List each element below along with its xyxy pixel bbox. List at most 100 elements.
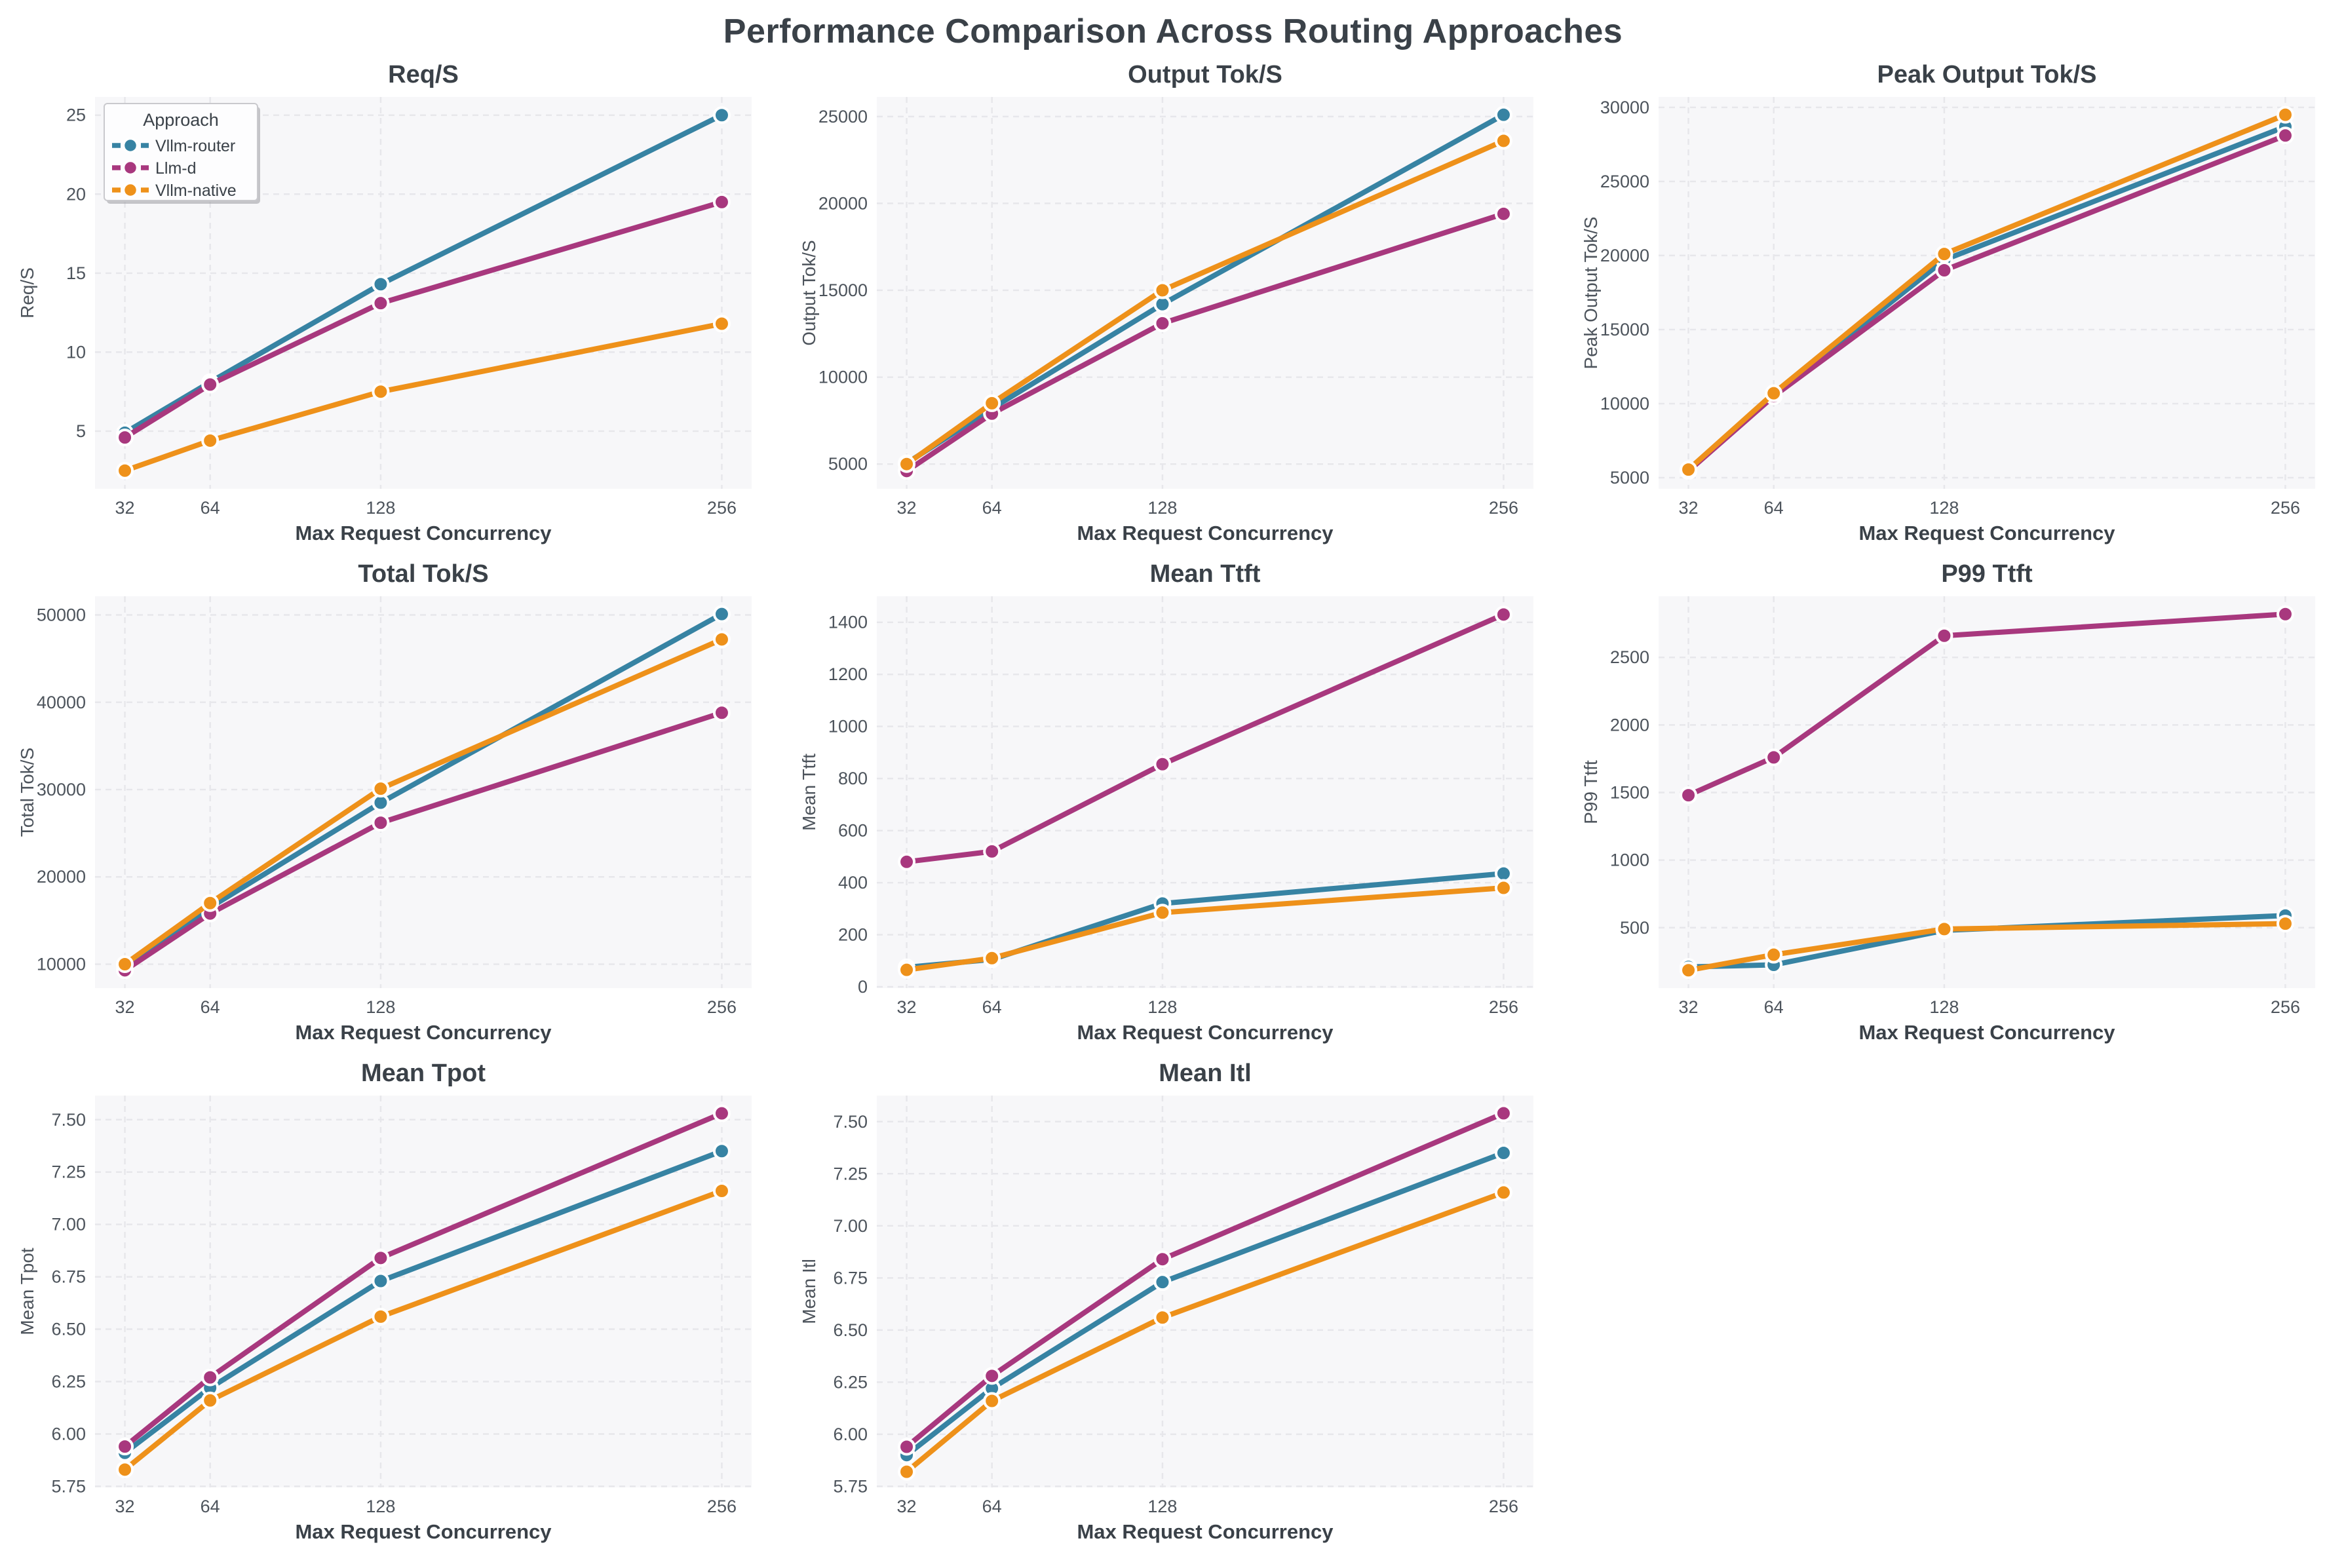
x-tick-label: 32: [115, 1497, 135, 1516]
subplot-svg: 32 64 128 256 500 1000 1500 2000 2500 P99 Ttft Max…: [1581, 560, 2315, 1044]
y-axis-label: Total Tok/S: [17, 748, 37, 837]
series-marker-llm-d: [1494, 204, 1512, 223]
series-marker-llm-d: [712, 704, 731, 722]
series-marker-llm-d: [1935, 626, 1953, 645]
x-tick-label: 256: [707, 1497, 737, 1516]
series-marker-llm-d: [898, 852, 916, 871]
subplot-title: Output Tok/S: [1128, 61, 1282, 88]
series-marker-llm-d: [1153, 314, 1172, 332]
series-line-vllm-native: [904, 885, 1507, 973]
series-marker-llm-d: [1935, 261, 1953, 280]
y-tick-label: 5.75: [833, 1476, 868, 1496]
y-tick-label: 20000: [37, 867, 86, 887]
series-marker-llm-d: [983, 1367, 1001, 1385]
series-line-vllm-router: [122, 112, 725, 436]
series-marker-vllm-router: [1494, 105, 1512, 124]
series-marker-vllm-native: [983, 949, 1001, 967]
chart-peak-output-tok-s: 32 64 128 256 5000 10000 15000 20000 25000 30000 P…: [1564, 55, 2346, 554]
series-marker-vllm-native: [201, 1391, 220, 1409]
subplot-title: Req/S: [388, 61, 459, 88]
series-line-vllm-native: [122, 321, 725, 474]
y-tick-label: 40000: [37, 693, 86, 712]
x-tick-label: 64: [201, 1497, 220, 1516]
series-marker-vllm-native: [712, 1182, 731, 1200]
x-tick-label: 256: [707, 997, 737, 1017]
x-tick-label: 128: [366, 498, 395, 518]
x-tick-label: 128: [1147, 498, 1177, 518]
y-tick-label: 10000: [37, 954, 86, 974]
y-tick-label: 2000: [1610, 715, 1649, 735]
chart-output-tok-s: 32 64 128 256 5000 10000 15000 20000 25000 Output…: [782, 55, 1564, 554]
series-marker-llm-d: [116, 1438, 134, 1456]
legend-box: [104, 103, 258, 201]
y-axis-label: P99 Ttft: [1581, 760, 1601, 824]
series-marker-llm-d: [712, 1104, 731, 1122]
legend-marker-llm-d: [122, 159, 139, 176]
series-line-vllm-router: [122, 1148, 725, 1456]
y-tick-label: 600: [838, 821, 868, 841]
series-marker-vllm-native: [2276, 105, 2294, 124]
y-tick-label: 6.50: [51, 1320, 86, 1339]
series-marker-vllm-native: [372, 1307, 390, 1326]
y-tick-label: 20000: [1600, 246, 1649, 265]
series-marker-llm-d: [1765, 748, 1783, 767]
x-tick-label: 128: [1147, 997, 1177, 1017]
chart-mean-itl: 32 64 128 256 5.75 6.00 6.25 6.50 6.75 7.00 7.25 7.…: [782, 1054, 1564, 1553]
legend-title: Approach: [143, 110, 219, 130]
series-line-vllm-native: [1685, 921, 2288, 973]
y-tick-label: 25: [66, 105, 86, 125]
series-marker-vllm-native: [1680, 961, 1698, 980]
x-axis-label: Max Request Concurrency: [295, 1021, 552, 1044]
x-axis-label: Max Request Concurrency: [1858, 522, 2115, 545]
series-marker-vllm-native: [1494, 132, 1512, 150]
series-marker-vllm-native: [1935, 245, 1953, 263]
x-tick-label: 32: [897, 498, 917, 518]
legend-marker-vllm-native: [122, 182, 139, 199]
y-tick-label: 30000: [1600, 98, 1649, 117]
y-tick-label: 6.00: [833, 1425, 868, 1444]
y-tick-label: 6.50: [833, 1320, 868, 1340]
series-marker-vllm-native: [712, 315, 731, 333]
x-axis-label: Max Request Concurrency: [295, 522, 552, 545]
x-tick-label: 64: [1764, 997, 1784, 1017]
series-line-llm-d: [122, 199, 725, 440]
y-tick-label: 500: [1620, 918, 1649, 938]
series-marker-llm-d: [1153, 755, 1172, 773]
series-marker-llm-d: [372, 814, 390, 832]
x-tick-label: 256: [2271, 997, 2300, 1017]
x-tick-label: 256: [1489, 1497, 1518, 1516]
series-marker-vllm-native: [1765, 946, 1783, 964]
plot-area: [877, 596, 1533, 988]
y-tick-label: 20: [66, 184, 86, 204]
x-axis-label: Max Request Concurrency: [1858, 1021, 2115, 1044]
subplot-grid: 32 64 128 256 5 10 15 20 25 Req/S Max Request Conc…: [0, 55, 2346, 1553]
y-tick-label: 15000: [1600, 320, 1649, 339]
series-marker-vllm-router: [372, 275, 390, 294]
y-tick-label: 5000: [1610, 468, 1649, 488]
series-marker-vllm-router: [712, 605, 731, 623]
y-tick-label: 7.00: [833, 1216, 868, 1236]
series-marker-vllm-native: [372, 383, 390, 401]
y-tick-label: 0: [858, 977, 868, 997]
series-marker-vllm-native: [372, 780, 390, 798]
y-tick-label: 25000: [818, 107, 868, 126]
series-marker-vllm-native: [983, 1392, 1001, 1410]
x-tick-label: 256: [1489, 997, 1518, 1017]
x-tick-label: 64: [982, 498, 1002, 518]
series-marker-vllm-native: [712, 630, 731, 649]
series-line-llm-d: [904, 1111, 1507, 1449]
subplot-title: Peak Output Tok/S: [1877, 61, 2096, 88]
y-tick-label: 6.25: [833, 1372, 868, 1392]
legend: Approach Vllm-router Llm-d Vllm-native: [104, 103, 260, 204]
subplot-svg: 32 64 128 256 5.75 6.00 6.25 6.50 6.75 7.00 7.25 7.…: [17, 1060, 752, 1543]
x-tick-label: 64: [201, 997, 220, 1017]
x-axis-label: Max Request Concurrency: [1077, 1520, 1334, 1543]
y-axis-label: Mean Ttft: [799, 754, 819, 831]
series-line-llm-d: [122, 710, 725, 973]
y-tick-label: 2500: [1610, 647, 1649, 667]
y-axis-label: Mean Tpot: [17, 1248, 37, 1335]
y-tick-label: 50000: [37, 605, 86, 625]
y-tick-label: 6.75: [833, 1268, 868, 1288]
x-tick-label: 256: [1489, 498, 1518, 518]
